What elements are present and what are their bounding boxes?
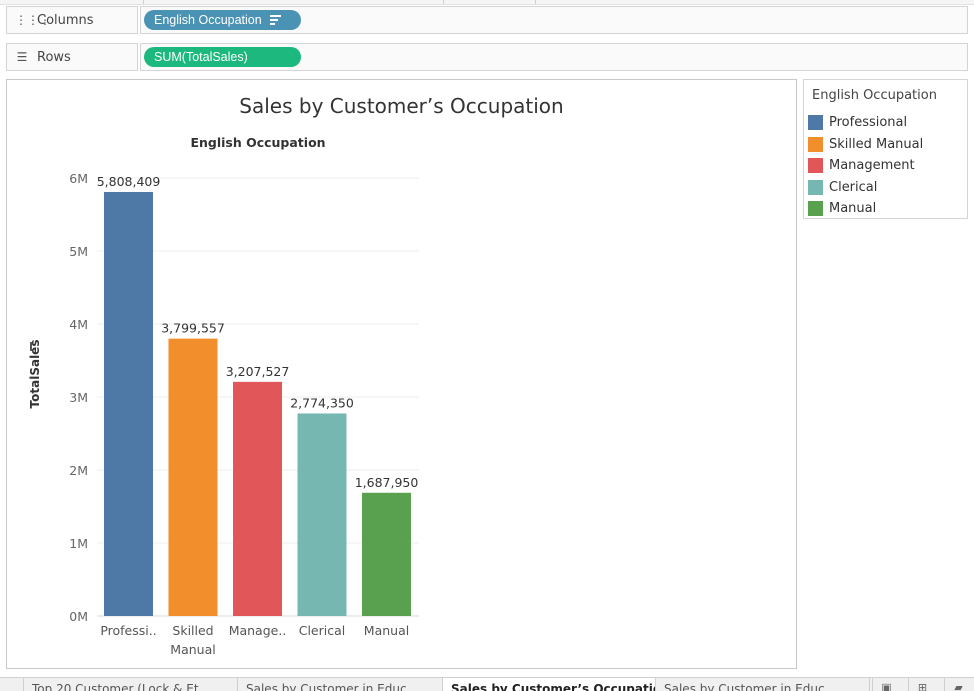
data-label: 3,799,557 <box>161 321 225 336</box>
legend-label: Manual <box>829 200 877 216</box>
y-axis-title: TotalSales <box>28 340 42 409</box>
columns-shelf: ⋮⋮⋮ Columns English Occupation <box>6 6 968 34</box>
bar-clerical <box>297 413 347 616</box>
tab-sales-by-customer-in-education[interactable]: Sales by Customer in Educ... <box>238 678 443 691</box>
rows-shelf: ☰ Rows SUM(TotalSales) <box>6 43 968 71</box>
legend-swatch <box>808 114 823 130</box>
y-tick-label: 2M <box>69 463 88 478</box>
legend-item-clerical[interactable]: Clerical <box>808 178 877 196</box>
columns-label: Columns <box>37 12 94 28</box>
y-tick-label: 0M <box>69 609 88 624</box>
y-axis-sort-icon <box>30 342 32 351</box>
color-legend: English Occupation Professional Skilled … <box>803 79 968 219</box>
x-tick-label: Professi.. <box>100 623 156 638</box>
rows-icon: ☰ <box>16 50 28 64</box>
legend-swatch <box>808 200 823 216</box>
legend-swatch <box>808 157 823 173</box>
bar-chart: English Occupation 0M 1M 2M 3M 4M 5M 6M TotalSal… <box>28 135 419 657</box>
y-tick-label: 5M <box>69 244 88 259</box>
y-tick-label: 3M <box>69 390 88 405</box>
worksheet-view: Sales by Customer’s Occupation English O… <box>6 79 797 669</box>
pill-label: SUM(TotalSales) <box>154 50 248 64</box>
bar-professional <box>104 191 153 616</box>
sheet-tabs-bar: Top 20 Customer (Lock & Et... Sales by C… <box>0 677 974 691</box>
x-tick-label: Manage.. <box>229 623 287 638</box>
legend-swatch <box>808 136 823 152</box>
pill-label: English Occupation <box>154 13 262 27</box>
english-occupation-pill[interactable]: English Occupation <box>144 10 301 30</box>
columns-drop-area[interactable]: English Occupation <box>140 6 968 34</box>
y-tick-label: 1M <box>69 536 88 551</box>
tab-spacer <box>0 678 24 691</box>
columns-icon: ⋮⋮⋮ <box>15 13 51 27</box>
x-tick-label: Manual <box>364 623 409 638</box>
sum-totalsales-pill[interactable]: SUM(TotalSales) <box>144 47 301 67</box>
rows-label: Rows <box>37 49 71 65</box>
legend-label: Skilled Manual <box>829 136 924 152</box>
new-worksheet-icon[interactable]: ▣ <box>872 678 900 691</box>
y-tick-label: 4M <box>69 317 88 332</box>
data-label: 5,808,409 <box>97 174 161 189</box>
bar-management <box>233 381 282 616</box>
tab-sales-by-customers-occupation[interactable]: Sales by Customer’s Occupation <box>443 678 656 691</box>
toolbar-separator <box>143 0 144 4</box>
toolbar-separator <box>535 0 536 4</box>
columns-shelf-label: ⋮⋮⋮ Columns <box>6 6 138 34</box>
tab-sales-by-customer-in-education-2[interactable]: Sales by Customer in Educ... <box>656 678 870 691</box>
legend-item-skilled-manual[interactable]: Skilled Manual <box>808 135 923 153</box>
new-dashboard-icon[interactable]: ⊞ <box>908 678 936 691</box>
legend-item-professional[interactable]: Professional <box>808 113 907 131</box>
column-header: English Occupation <box>190 135 325 150</box>
bar-skilled-manual <box>168 338 218 616</box>
legend-label: Clerical <box>829 179 878 195</box>
data-label: 2,774,350 <box>290 395 354 410</box>
data-label: 3,207,527 <box>226 364 290 379</box>
legend-item-management[interactable]: Management <box>808 156 915 174</box>
toolbar-separator <box>443 0 444 4</box>
sort-descending-icon[interactable] <box>269 15 281 25</box>
sort-icon-bar <box>30 348 32 351</box>
data-label: 1,687,950 <box>355 475 419 490</box>
bar-manual <box>362 492 411 616</box>
x-tick-label: Clerical <box>299 623 346 638</box>
rows-drop-area[interactable]: SUM(TotalSales) <box>140 43 968 71</box>
x-tick-label: Manual <box>170 642 215 657</box>
legend-title: English Occupation <box>812 88 937 103</box>
legend-item-manual[interactable]: Manual <box>808 199 876 217</box>
chart-title: Sales by Customer’s Occupation <box>239 94 564 118</box>
x-tick-label: Skilled <box>172 623 213 638</box>
rows-shelf-label: ☰ Rows <box>6 43 138 71</box>
legend-label: Management <box>829 157 915 173</box>
new-story-icon[interactable]: ▰ <box>944 678 972 691</box>
legend-label: Professional <box>829 114 908 130</box>
legend-swatch <box>808 179 823 195</box>
tab-top-20-customer[interactable]: Top 20 Customer (Lock & Et... <box>24 678 238 691</box>
y-tick-label: 6M <box>69 171 88 186</box>
top-toolbar-strip <box>0 0 974 5</box>
